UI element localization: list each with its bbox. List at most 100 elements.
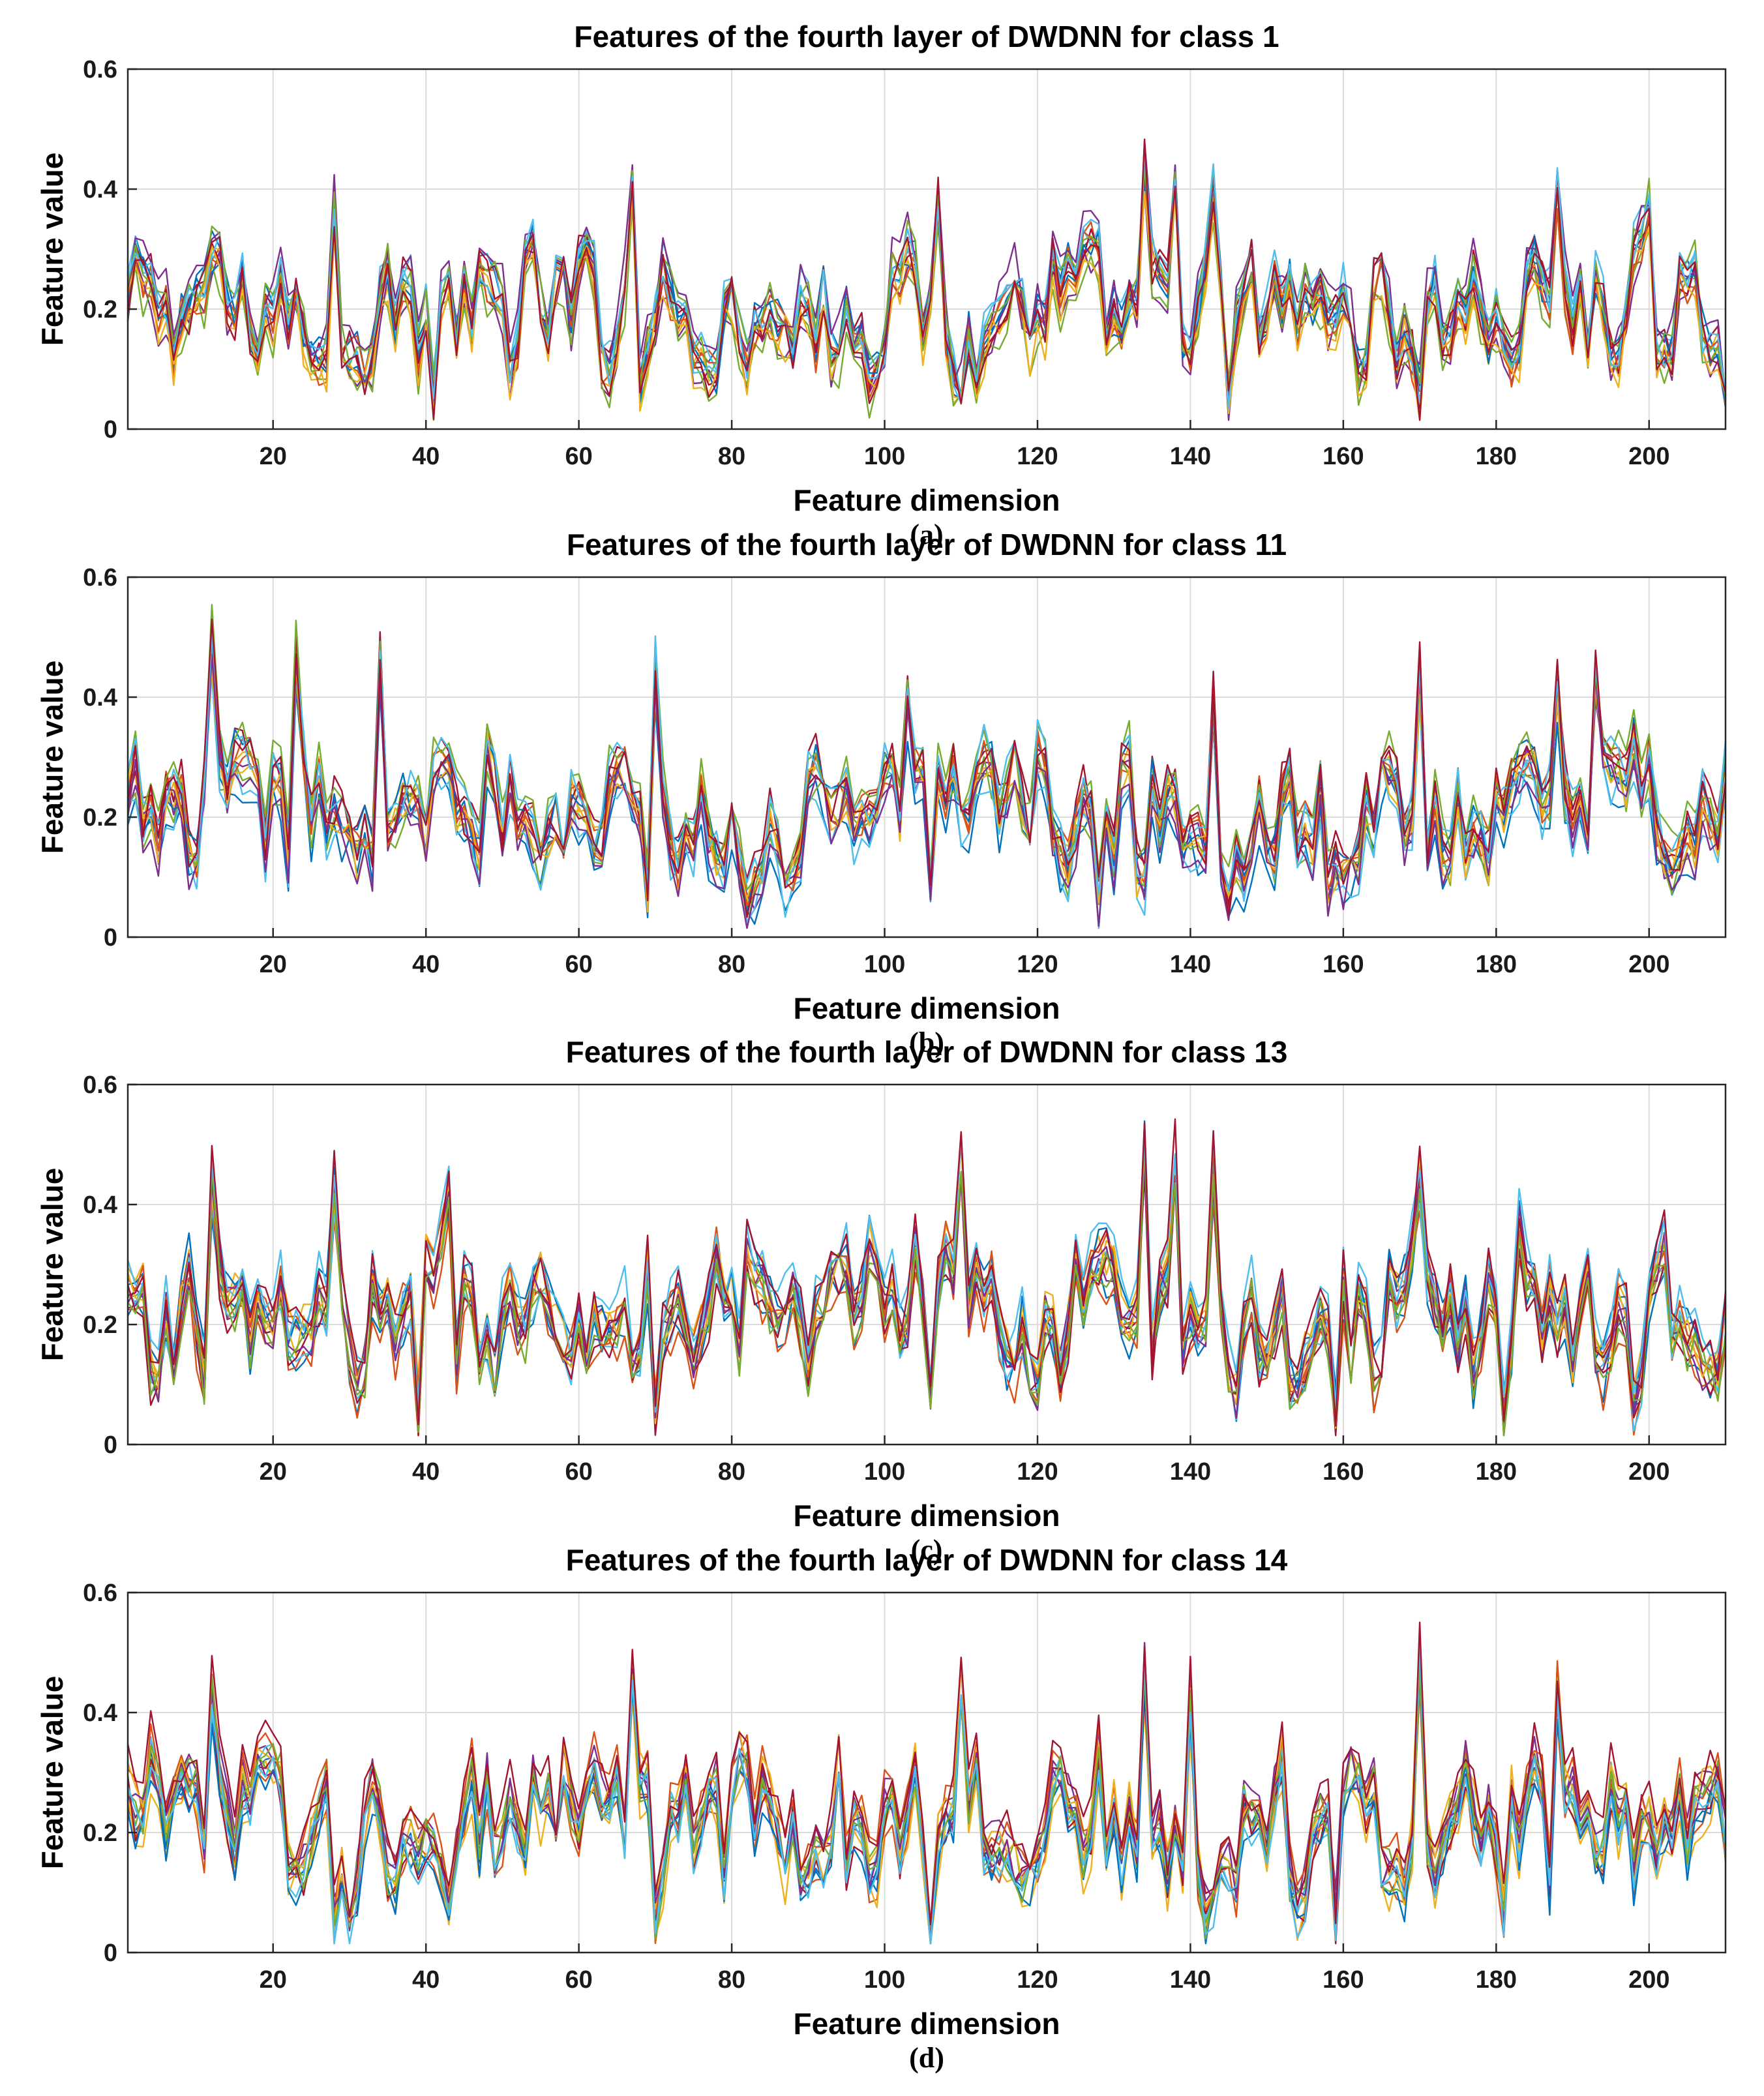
x-tick-label: 160 bbox=[1323, 1966, 1364, 1994]
y-axis-label: Feature value bbox=[35, 1676, 69, 1870]
y-tick-label: 0.4 bbox=[83, 1191, 117, 1219]
series-line bbox=[127, 658, 1727, 929]
x-tick-label: 160 bbox=[1323, 1458, 1364, 1486]
x-tick-label: 140 bbox=[1170, 443, 1211, 470]
chart-title: Features of the fourth layer of DWDNN fo… bbox=[574, 20, 1279, 53]
series-group bbox=[127, 604, 1727, 929]
chart-title: Features of the fourth layer of DWDNN fo… bbox=[566, 1543, 1288, 1577]
plot-area bbox=[127, 576, 1727, 938]
x-axis-label: Feature dimension bbox=[794, 991, 1060, 1025]
series-line bbox=[127, 1639, 1727, 1945]
y-tick-label: 0.4 bbox=[83, 176, 117, 203]
y-tick-label: 0.2 bbox=[83, 1819, 117, 1847]
x-tick-label: 100 bbox=[864, 1458, 905, 1486]
panel-sublabel: (d) bbox=[909, 2042, 944, 2074]
plot-area bbox=[127, 1083, 1727, 1446]
x-tick-label: 20 bbox=[260, 443, 287, 470]
y-axis-label: Feature value bbox=[35, 153, 69, 346]
x-tick-label: 140 bbox=[1170, 951, 1211, 978]
series-line bbox=[127, 172, 1727, 408]
chart-panel-4: 20 40 60 80 100 120 140 160 180 200 0 0.2 0.4 0.6 Feat… bbox=[35, 1543, 1727, 2074]
panel-sublabel: (b) bbox=[909, 1026, 944, 1058]
x-tick-label: 160 bbox=[1323, 951, 1364, 978]
x-tick-label: 40 bbox=[412, 443, 440, 470]
y-axis-label: Feature value bbox=[35, 661, 69, 854]
series-group bbox=[127, 1621, 1727, 1945]
x-tick-label: 80 bbox=[718, 443, 745, 470]
x-tick-label: 180 bbox=[1476, 1966, 1517, 1994]
y-tick-label: 0.4 bbox=[83, 684, 117, 711]
y-tick-label: 0 bbox=[104, 1431, 117, 1459]
gridlines bbox=[128, 576, 1726, 938]
series-line bbox=[127, 1145, 1727, 1437]
series-line bbox=[127, 653, 1727, 929]
x-tick-label: 80 bbox=[718, 951, 745, 978]
x-tick-label: 200 bbox=[1628, 443, 1669, 470]
series-line bbox=[127, 645, 1727, 929]
chart-panel-2: 20 40 60 80 100 120 140 160 180 200 0 0.2 0.4 0.6 Feat… bbox=[35, 528, 1727, 1058]
series-line bbox=[127, 652, 1727, 929]
x-tick-label: 60 bbox=[565, 1966, 592, 1994]
x-tick-label: 140 bbox=[1170, 1966, 1211, 1994]
y-axis-label: Feature value bbox=[35, 1168, 69, 1362]
series-line bbox=[127, 151, 1727, 410]
series-line bbox=[127, 1621, 1727, 1926]
series-line bbox=[127, 1629, 1727, 1933]
x-tick-label: 100 bbox=[864, 951, 905, 978]
series-line bbox=[127, 138, 1727, 421]
gridlines bbox=[128, 1084, 1726, 1445]
x-tick-label: 120 bbox=[1017, 1966, 1058, 1994]
x-tick-label: 60 bbox=[565, 1458, 592, 1486]
x-tick-label: 180 bbox=[1476, 443, 1517, 470]
series-line bbox=[127, 148, 1727, 408]
x-tick-label: 100 bbox=[864, 1966, 905, 1994]
panel-sublabel: (a) bbox=[910, 518, 943, 550]
series-line bbox=[127, 618, 1727, 918]
series-group bbox=[127, 1118, 1727, 1437]
x-tick-label: 40 bbox=[412, 951, 440, 978]
y-tick-label: 0.6 bbox=[83, 56, 117, 83]
x-tick-label: 180 bbox=[1476, 951, 1517, 978]
x-tick-label: 100 bbox=[864, 443, 905, 470]
x-tick-label: 60 bbox=[565, 951, 592, 978]
x-tick-label: 20 bbox=[260, 951, 287, 978]
chart-title: Features of the fourth layer of DWDNN fo… bbox=[567, 528, 1287, 561]
x-tick-label: 20 bbox=[260, 1966, 287, 1994]
y-tick-label: 0 bbox=[104, 416, 117, 443]
series-line bbox=[127, 1118, 1727, 1427]
y-tick-label: 0.4 bbox=[83, 1699, 117, 1727]
y-tick-label: 0.6 bbox=[83, 1579, 117, 1607]
y-tick-label: 0.6 bbox=[83, 564, 117, 591]
chart-title: Features of the fourth layer of DWDNN fo… bbox=[566, 1035, 1288, 1069]
x-tick-label: 180 bbox=[1476, 1458, 1517, 1486]
x-tick-label: 200 bbox=[1628, 951, 1669, 978]
plot-area bbox=[127, 68, 1727, 430]
series-line bbox=[127, 163, 1727, 406]
x-axis-label: Feature dimension bbox=[794, 483, 1060, 517]
x-tick-label: 140 bbox=[1170, 1458, 1211, 1486]
chart-panel-1: 20 40 60 80 100 120 140 160 180 200 0 0.2 0.4 0.6 Feat… bbox=[35, 20, 1727, 550]
x-tick-label: 200 bbox=[1628, 1966, 1669, 1994]
y-tick-label: 0 bbox=[104, 924, 117, 951]
y-tick-label: 0.2 bbox=[83, 296, 117, 323]
x-tick-label: 200 bbox=[1628, 1458, 1669, 1486]
x-axis-label: Feature dimension bbox=[794, 2007, 1060, 2041]
series-line bbox=[127, 166, 1727, 405]
x-tick-label: 40 bbox=[412, 1458, 440, 1486]
x-tick-label: 120 bbox=[1017, 951, 1058, 978]
series-group bbox=[127, 138, 1727, 421]
y-tick-label: 0 bbox=[104, 1939, 117, 1967]
y-tick-label: 0.2 bbox=[83, 804, 117, 831]
panel-sublabel: (c) bbox=[911, 1534, 943, 1566]
plot-area bbox=[127, 1591, 1727, 1954]
series-line bbox=[127, 153, 1727, 410]
x-tick-label: 160 bbox=[1323, 443, 1364, 470]
y-tick-label: 0.2 bbox=[83, 1311, 117, 1339]
x-tick-label: 60 bbox=[565, 443, 592, 470]
chart-panel-3: 20 40 60 80 100 120 140 160 180 200 0 0.2 0.4 0.6 Feat… bbox=[35, 1035, 1727, 1566]
y-tick-label: 0.6 bbox=[83, 1071, 117, 1099]
x-axis-label: Feature dimension bbox=[794, 1499, 1060, 1533]
x-tick-label: 40 bbox=[412, 1966, 440, 1994]
x-tick-label: 80 bbox=[718, 1966, 745, 1994]
